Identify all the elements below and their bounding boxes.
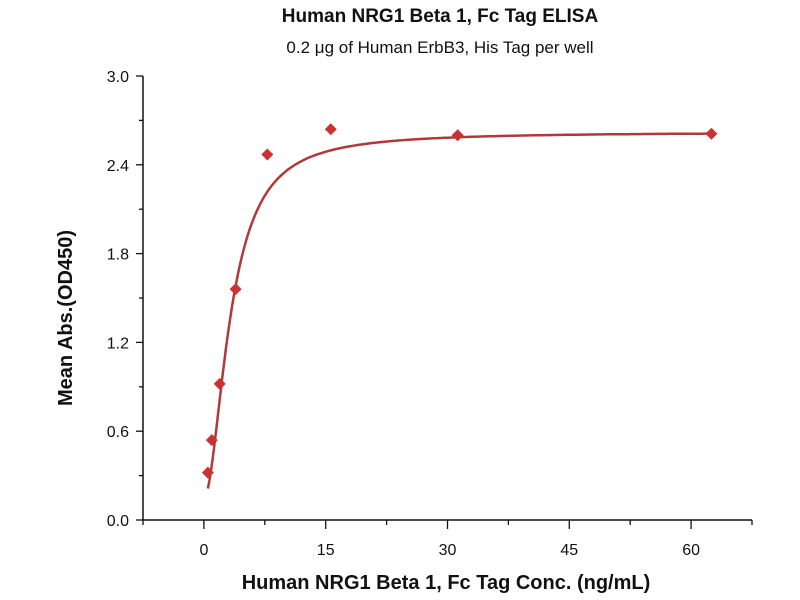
x-tick-label: 45: [560, 542, 578, 559]
data-point-diamond: [705, 127, 718, 140]
data-point-diamond: [229, 283, 242, 296]
data-point-diamond: [324, 123, 337, 136]
y-tick-label: 1.8: [107, 247, 129, 264]
y-tick-label: 2.4: [107, 158, 129, 175]
data-point-diamond: [261, 148, 274, 161]
data-point-diamond: [213, 377, 226, 390]
x-axis-label: Human NRG1 Beta 1, Fc Tag Conc. (ng/mL): [242, 572, 651, 594]
chart-title: Human NRG1 Beta 1, Fc Tag ELISA: [282, 6, 599, 27]
x-tick-label: 60: [682, 542, 700, 559]
y-tick-label: 3.0: [107, 69, 129, 86]
y-tick-label: 0.6: [107, 424, 129, 441]
fit-curve: [206, 132, 712, 489]
data-point-diamond: [201, 466, 214, 479]
y-tick-label: 1.2: [107, 335, 129, 352]
chart-subtitle: 0.2 μg of Human ErbB3, His Tag per well: [286, 38, 593, 57]
y-axis-label: Mean Abs.(OD450): [55, 230, 77, 406]
data-point-diamond: [205, 434, 218, 447]
x-tick-label: 15: [317, 542, 335, 559]
data-point-diamond: [451, 129, 464, 142]
x-tick-label: 0: [199, 542, 208, 559]
y-tick-label: 0.0: [107, 513, 129, 530]
x-tick-label: 30: [439, 542, 457, 559]
